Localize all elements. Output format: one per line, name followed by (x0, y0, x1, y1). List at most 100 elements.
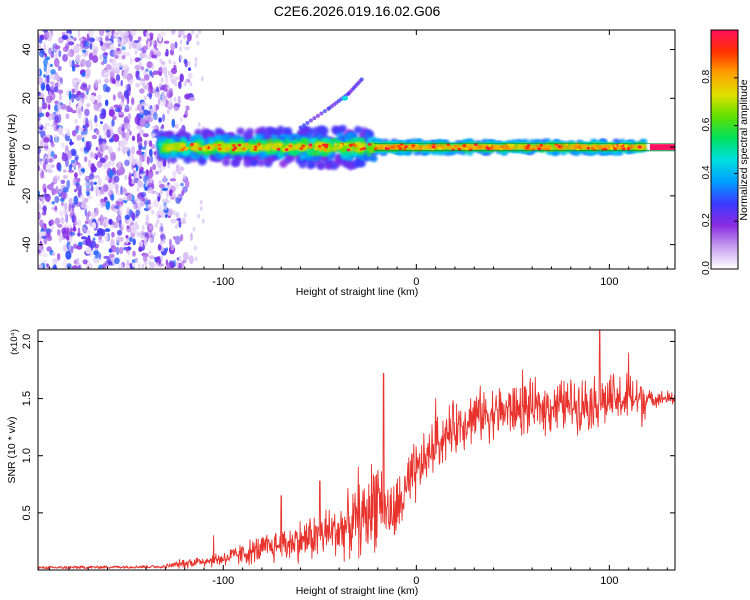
noise-blob (50, 156, 55, 162)
signal-blob (338, 124, 347, 133)
noise-blob (38, 69, 41, 76)
noise-blob (151, 125, 158, 130)
noise-blob (54, 178, 58, 183)
noise-blob (66, 263, 72, 269)
noise-blob (98, 252, 102, 260)
colorbar-strip (711, 49, 738, 53)
noise-blob (177, 34, 181, 38)
noise-haze (168, 102, 172, 108)
signal-blob (202, 152, 210, 160)
noise-blob (117, 146, 121, 152)
noise-haze (154, 222, 158, 228)
noise-blob (117, 208, 121, 215)
signal-blob (425, 145, 431, 149)
colorbar-strip (711, 173, 738, 176)
signal-hotspot (257, 142, 261, 146)
noise-blob (189, 97, 196, 102)
noise-haze (134, 197, 138, 203)
signal-hotspot (404, 145, 408, 149)
y-tick-label: 40 (21, 43, 33, 55)
noise-blob (92, 257, 98, 264)
signal-hotspot (384, 147, 389, 150)
noise-haze (197, 122, 201, 128)
noise-blob (38, 130, 42, 134)
noise-blob (80, 201, 87, 209)
colorbar-strip (711, 221, 738, 224)
noise-blob (94, 175, 100, 179)
signal-hotspot (529, 147, 534, 151)
noise-blob (90, 211, 97, 219)
noise-blob (124, 123, 129, 129)
signal-hotspot (346, 148, 351, 152)
noise-blob (60, 190, 66, 200)
noise-blob (100, 121, 103, 125)
noise-blob (74, 172, 78, 179)
noise-blob (170, 218, 176, 224)
noise-blob (68, 59, 72, 68)
colorbar-strip (711, 109, 738, 113)
noise-blob (90, 185, 94, 192)
noise-blob (70, 159, 76, 164)
signal-hotspot (510, 143, 514, 147)
noise-blob (47, 167, 53, 174)
noise-blob (97, 135, 101, 140)
noise-blob (170, 67, 178, 75)
noise-blob (77, 177, 81, 183)
noise-blob (98, 228, 105, 235)
noise-blob (58, 50, 62, 58)
noise-blob (113, 104, 120, 108)
arc-blob (308, 118, 313, 123)
noise-blob (139, 200, 145, 207)
colorbar-strip (711, 251, 738, 254)
noise-haze (126, 207, 130, 213)
noise-blob (68, 90, 72, 100)
colorbar-strip (711, 159, 738, 163)
noise-blob (116, 30, 121, 35)
noise-haze (194, 256, 198, 262)
noise-blob (174, 41, 178, 49)
noise-blob (112, 94, 116, 101)
noise-haze (161, 246, 165, 252)
signal-blob (448, 145, 453, 149)
noise-blob (77, 30, 81, 39)
noise-blob (172, 61, 177, 65)
noise-haze (195, 33, 199, 39)
signal-hotspot (453, 144, 458, 148)
colorbar-strip (711, 193, 738, 196)
noise-blob (75, 55, 80, 63)
noise-haze (164, 73, 168, 79)
noise-blob (121, 46, 126, 51)
colorbar-label: Normalized spectral amplitude (738, 79, 750, 220)
noise-blob (112, 57, 117, 67)
noise-blob (84, 108, 90, 117)
noise-haze (125, 239, 129, 245)
noise-blob (46, 62, 51, 69)
signal-blob (563, 146, 568, 150)
y-tick-label: 20 (21, 92, 33, 104)
colorbar-strip (711, 85, 738, 89)
noise-blob (175, 164, 180, 173)
noise-blob (51, 265, 58, 269)
colorbar-strip (711, 93, 738, 97)
colorbar-strip (711, 69, 738, 73)
noise-blob (65, 250, 72, 260)
noise-blob (72, 37, 77, 41)
noise-blob (71, 65, 76, 72)
colorbar-strip (711, 243, 738, 246)
signal-hotspot (319, 147, 324, 150)
noise-blob (152, 199, 159, 208)
colorbar-strip (711, 111, 738, 115)
noise-blob (138, 262, 141, 269)
noise-haze (159, 168, 163, 174)
noise-blob (127, 113, 132, 120)
colorbar-strip (711, 165, 738, 169)
noise-blob (158, 66, 163, 72)
signal-hotspot (193, 142, 197, 146)
colorbar-strip (711, 219, 738, 222)
noise-blob (81, 137, 85, 143)
noise-blob (146, 92, 153, 98)
noise-blob (108, 169, 114, 179)
noise-blob (185, 105, 190, 111)
noise-blob (116, 246, 120, 256)
noise-blob (165, 213, 168, 219)
